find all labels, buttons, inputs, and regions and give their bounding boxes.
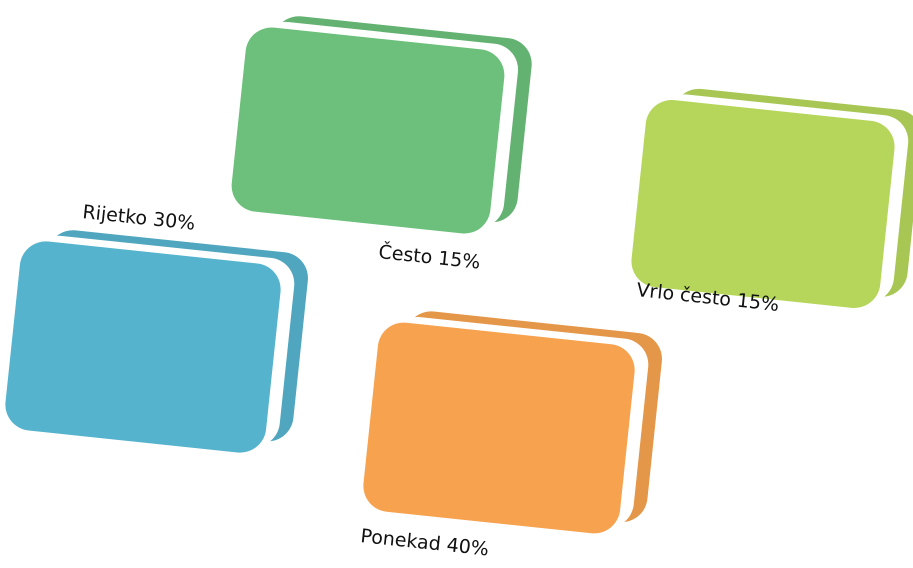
box (631, 88, 913, 308)
box-front (231, 27, 505, 234)
box-label: Ponekad 40% (359, 525, 489, 560)
box (231, 16, 532, 234)
box (5, 230, 308, 453)
box (363, 311, 662, 534)
box-label: Često 15% (377, 239, 481, 274)
box-front (363, 322, 635, 534)
box-label: Rijetko 30% (81, 201, 196, 235)
box-front (5, 241, 281, 453)
box-front (631, 100, 895, 308)
